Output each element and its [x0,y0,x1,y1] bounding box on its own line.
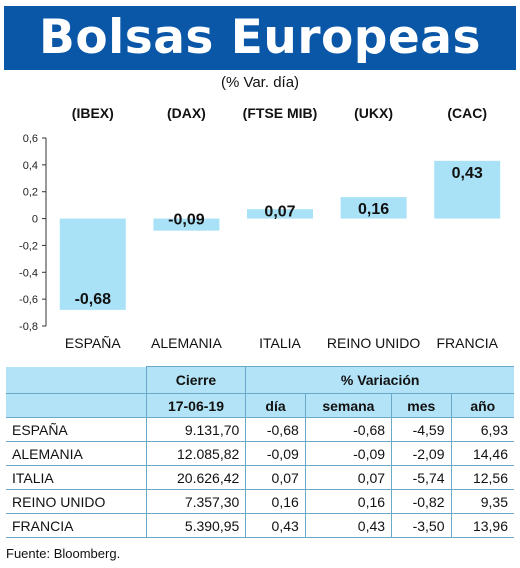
cell-semana: 0,43 [305,513,393,538]
table-row: ESPAÑA 9.131,70 -0,68 -0,68 -4,59 6,93 [6,417,514,442]
y-tick-label: 0,6 [23,133,38,145]
cell-ano: 12,56 [451,465,514,490]
bar [59,218,126,310]
bar [153,218,220,231]
category-label: FRANCIA [436,335,498,351]
market-table: Cierre % Variación 17-06-19 día semana m… [6,366,514,538]
y-tick-label: -0,6 [19,294,38,306]
source-note: Fuente: Bloomberg. [6,546,121,561]
cell-semana: -0,09 [305,441,393,466]
y-tick-label: 0,4 [23,160,38,172]
header-variacion: % Variación [245,366,514,394]
header-mes: mes [391,393,452,418]
cell-cierre: 9.131,70 [146,417,247,442]
table-row: REINO UNIDO 7.357,30 0,16 0,16 -0,82 9,35 [6,489,514,514]
bar [247,209,313,219]
bar [340,197,407,219]
table-corner-2 [6,393,147,418]
index-label: (IBEX) [72,105,114,121]
category-label: ITALIA [259,335,301,351]
cell-mes: -5,74 [391,465,452,490]
row-country: FRANCIA [6,513,147,538]
cell-mes: -4,59 [391,417,452,442]
data-label: -0,68 [75,291,112,308]
data-label: 0,43 [452,165,483,182]
table-row: FRANCIA 5.390,95 0,43 0,43 -3,50 13,96 [6,513,514,538]
bar-chart: 0,6 0,4 0,2 0 -0,2 -0,4 -0,6 -0,8 -0,68 (IBEX) ESP… [19,105,501,351]
header-cierre: Cierre [145,366,247,394]
row-country: ALEMANIA [6,441,147,466]
category-label: REINO UNIDO [327,335,420,351]
table-body: ESPAÑA 9.131,70 -0,68 -0,68 -4,59 6,93 ALEMANI… [6,417,514,538]
header-date: 17-06-19 [145,393,247,418]
cell-cierre: 12.085,82 [146,441,247,466]
y-tick-label: 0,2 [23,187,38,199]
cell-cierre: 7.357,30 [146,489,247,514]
cell-dia: -0,09 [245,441,306,466]
cell-semana: 0,16 [305,489,393,514]
y-tick-label: -0,2 [19,240,38,252]
header-semana: semana [304,393,393,418]
row-country: REINO UNIDO [6,489,147,514]
data-label: -0,09 [168,212,205,229]
cell-mes: -2,09 [391,441,452,466]
chart-subtitle: (% Var. día) [220,74,300,91]
cell-dia: 0,43 [245,513,306,538]
y-tick-label: -0,8 [19,321,38,333]
category-label: ALEMANIA [151,335,222,351]
cell-mes: -3,50 [391,513,452,538]
title-banner: Bolsas Europeas [4,6,516,70]
index-label: (FTSE MIB) [243,105,318,121]
cell-dia: 0,07 [245,465,306,490]
cell-dia: -0,68 [245,417,306,442]
row-country: ITALIA [6,465,147,490]
row-country: ESPAÑA [6,417,147,442]
index-label: (DAX) [167,105,206,121]
cell-semana: -0,68 [305,417,393,442]
cell-ano: 14,46 [451,441,514,466]
table-row: ITALIA 20.626,42 0,07 0,07 -5,74 12,56 [6,465,514,490]
index-label: (UKX) [354,105,393,121]
index-label: (CAC) [447,105,487,121]
category-label: ESPAÑA [65,335,121,351]
cell-semana: 0,07 [305,465,393,490]
data-label: 0,07 [264,204,295,221]
header-dia: día [245,393,306,418]
y-tick-label: 0 [32,214,38,226]
y-tick-label: -0,4 [19,267,38,279]
bar [434,160,501,219]
table-row: ALEMANIA 12.085,82 -0,09 -0,09 -2,09 14,46 [6,441,514,466]
table-corner [6,366,147,394]
cell-ano: 9,35 [451,489,514,514]
data-label: 0,16 [358,201,389,218]
cell-ano: 6,93 [451,417,514,442]
cell-ano: 13,96 [451,513,514,538]
cell-cierre: 20.626,42 [146,465,247,490]
cell-dia: 0,16 [245,489,306,514]
cell-mes: -0,82 [391,489,452,514]
cell-cierre: 5.390,95 [146,513,247,538]
header-ano: año [450,393,514,418]
